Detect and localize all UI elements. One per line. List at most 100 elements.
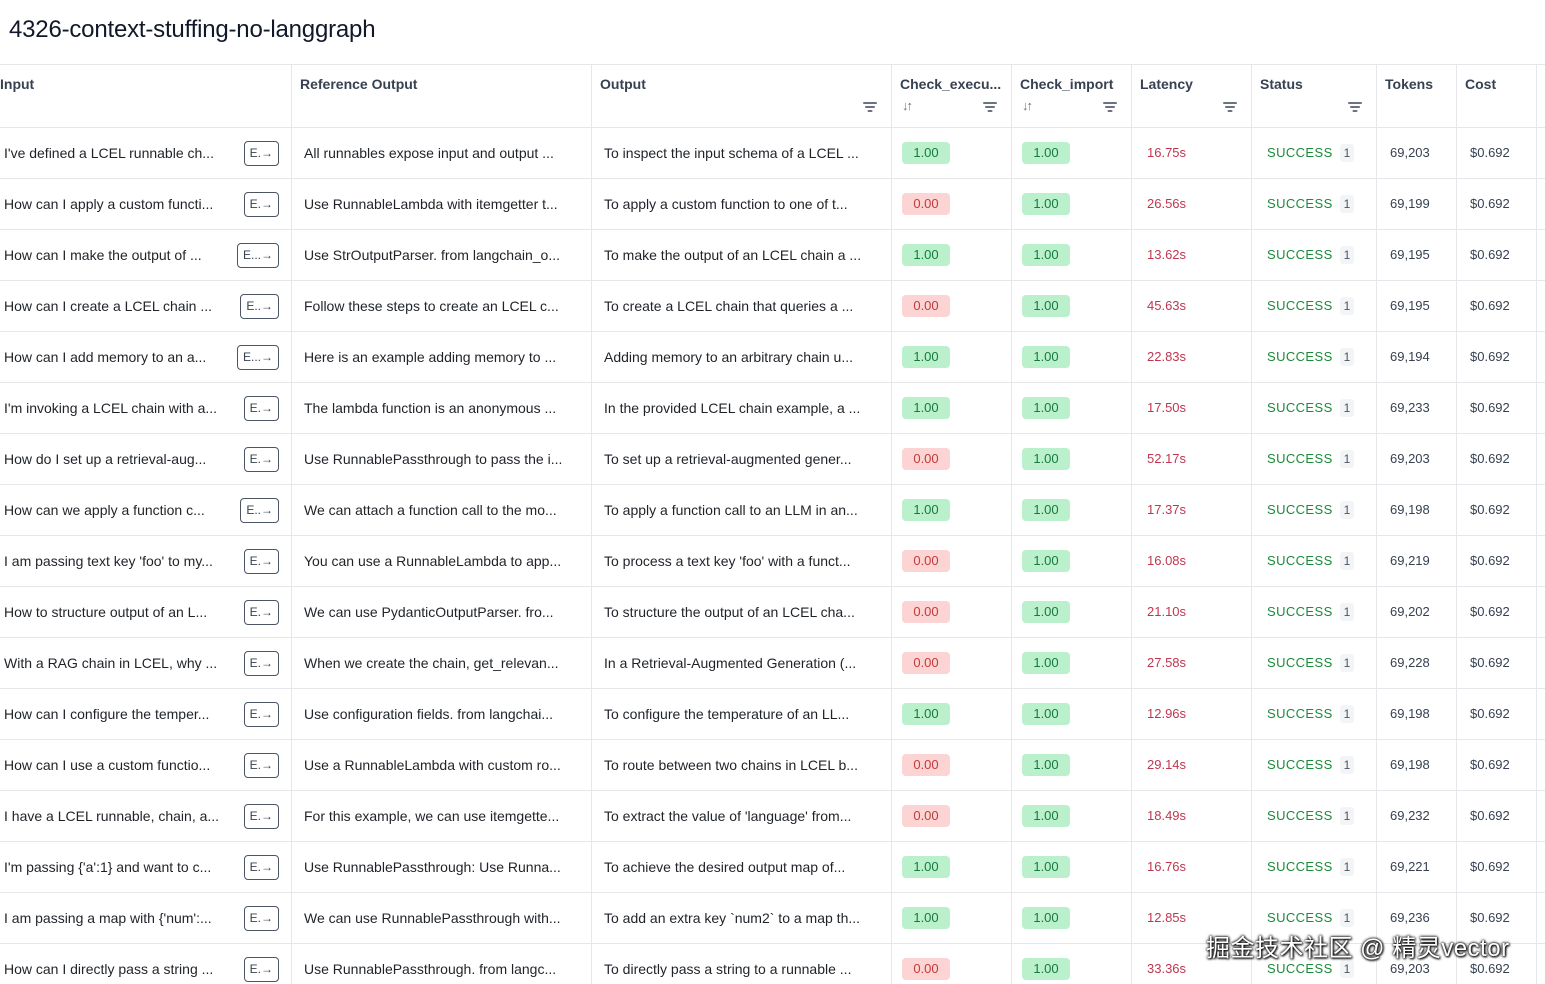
check-import-score[interactable]: 1.00 [1022, 550, 1070, 572]
filter-icon[interactable] [983, 101, 997, 113]
expand-button[interactable]: E.→ [243, 753, 279, 778]
filter-icon[interactable] [1223, 101, 1237, 113]
table-row[interactable]: How can I add memory to an a... E...→ He… [0, 332, 1545, 383]
check-import-cell[interactable]: 1.00 [1012, 332, 1132, 382]
table-row[interactable]: How can I create a LCEL chain ... E..→ F… [0, 281, 1545, 332]
output-cell[interactable]: Adding memory to an arbitrary chain u... [592, 332, 892, 382]
check-import-score[interactable]: 1.00 [1022, 397, 1070, 419]
check-import-cell[interactable]: 1.00 [1012, 179, 1132, 229]
check-exec-cell[interactable]: 1.00 [892, 893, 1012, 943]
check-exec-score[interactable]: 0.00 [902, 958, 950, 980]
check-import-score[interactable]: 1.00 [1022, 193, 1070, 215]
reference-cell[interactable]: Use StrOutputParser. from langchain_o... [292, 230, 592, 280]
expand-button[interactable]: E..→ [240, 294, 279, 319]
input-cell[interactable]: How can I add memory to an a... E...→ [0, 332, 292, 382]
check-import-cell[interactable]: 1.00 [1012, 638, 1132, 688]
column-header-latency[interactable]: Latency [1132, 65, 1252, 128]
check-exec-score[interactable]: 1.00 [902, 244, 950, 266]
output-cell[interactable]: To achieve the desired output map of... [592, 842, 892, 892]
check-exec-cell[interactable]: 0.00 [892, 281, 1012, 331]
check-import-score[interactable]: 1.00 [1022, 856, 1070, 878]
expand-button[interactable]: E.→ [243, 141, 279, 166]
input-cell[interactable]: How to structure output of an L... E.→ [0, 587, 292, 637]
check-import-cell[interactable]: 1.00 [1012, 944, 1132, 984]
input-cell[interactable]: How do I set up a retrieval-aug... E.→ [0, 434, 292, 484]
check-import-cell[interactable]: 1.00 [1012, 740, 1132, 790]
reference-cell[interactable]: Here is an example adding memory to ... [292, 332, 592, 382]
reference-cell[interactable]: Follow these steps to create an LCEL c..… [292, 281, 592, 331]
output-cell[interactable]: To apply a function call to an LLM in an… [592, 485, 892, 535]
check-exec-cell[interactable]: 0.00 [892, 944, 1012, 984]
output-cell[interactable]: To directly pass a string to a runnable … [592, 944, 892, 984]
check-import-score[interactable]: 1.00 [1022, 346, 1070, 368]
table-row[interactable]: I'm passing {'a':1} and want to c... E.→… [0, 842, 1545, 893]
output-cell[interactable]: To inspect the input schema of a LCEL ..… [592, 128, 892, 178]
check-exec-cell[interactable]: 1.00 [892, 689, 1012, 739]
sort-icon[interactable]: ↓↑ [1022, 98, 1033, 113]
input-cell[interactable]: How can we apply a function c... E..→ [0, 485, 292, 535]
reference-cell[interactable]: Use RunnablePassthrough. from langc... [292, 944, 592, 984]
output-cell[interactable]: To create a LCEL chain that queries a ..… [592, 281, 892, 331]
check-exec-score[interactable]: 1.00 [902, 499, 950, 521]
expand-button[interactable]: E.→ [243, 804, 279, 829]
check-import-score[interactable]: 1.00 [1022, 958, 1070, 980]
input-cell[interactable]: I have a LCEL runnable, chain, a... E.→ [0, 791, 292, 841]
check-exec-cell[interactable]: 0.00 [892, 179, 1012, 229]
column-header-reference[interactable]: Reference Output [292, 65, 592, 128]
input-cell[interactable]: How can I make the output of ... E...→ [0, 230, 292, 280]
check-import-cell[interactable]: 1.00 [1012, 485, 1132, 535]
reference-cell[interactable]: Use RunnablePassthrough: Use Runna... [292, 842, 592, 892]
table-row[interactable]: How can I configure the temper... E.→ Us… [0, 689, 1545, 740]
check-exec-score[interactable]: 0.00 [902, 550, 950, 572]
check-exec-score[interactable]: 1.00 [902, 907, 950, 929]
check-exec-cell[interactable]: 0.00 [892, 791, 1012, 841]
expand-button[interactable]: E.→ [243, 447, 279, 472]
check-exec-score[interactable]: 0.00 [902, 295, 950, 317]
check-import-score[interactable]: 1.00 [1022, 499, 1070, 521]
column-header-status[interactable]: Status [1252, 65, 1377, 128]
table-row[interactable]: I've defined a LCEL runnable ch... E.→ A… [0, 128, 1545, 179]
table-row[interactable]: I have a LCEL runnable, chain, a... E.→ … [0, 791, 1545, 842]
check-exec-cell[interactable]: 1.00 [892, 842, 1012, 892]
output-cell[interactable]: To configure the temperature of an LL... [592, 689, 892, 739]
reference-cell[interactable]: Use a RunnableLambda with custom ro... [292, 740, 592, 790]
check-import-cell[interactable]: 1.00 [1012, 791, 1132, 841]
check-import-cell[interactable]: 1.00 [1012, 536, 1132, 586]
check-exec-cell[interactable]: 1.00 [892, 128, 1012, 178]
filter-icon[interactable] [1103, 101, 1117, 113]
check-exec-score[interactable]: 1.00 [902, 856, 950, 878]
expand-button[interactable]: E.→ [243, 600, 279, 625]
table-row[interactable]: How can we apply a function c... E..→ We… [0, 485, 1545, 536]
reference-cell[interactable]: Use RunnablePassthrough to pass the i... [292, 434, 592, 484]
expand-button[interactable]: E..→ [240, 498, 279, 523]
check-exec-cell[interactable]: 1.00 [892, 485, 1012, 535]
reference-cell[interactable]: All runnables expose input and output ..… [292, 128, 592, 178]
input-cell[interactable]: I'm invoking a LCEL chain with a... E.→ [0, 383, 292, 433]
check-exec-cell[interactable]: 0.00 [892, 536, 1012, 586]
check-import-cell[interactable]: 1.00 [1012, 383, 1132, 433]
sort-icon[interactable]: ↓↑ [902, 98, 913, 113]
expand-button[interactable]: E.→ [243, 855, 279, 880]
input-cell[interactable]: I am passing text key 'foo' to my... E.→ [0, 536, 292, 586]
expand-button[interactable]: E.→ [243, 702, 279, 727]
check-import-cell[interactable]: 1.00 [1012, 689, 1132, 739]
output-cell[interactable]: To structure the output of an LCEL cha..… [592, 587, 892, 637]
check-import-score[interactable]: 1.00 [1022, 244, 1070, 266]
check-exec-cell[interactable]: 0.00 [892, 587, 1012, 637]
check-import-score[interactable]: 1.00 [1022, 601, 1070, 623]
check-exec-score[interactable]: 1.00 [902, 346, 950, 368]
table-row[interactable]: I am passing text key 'foo' to my... E.→… [0, 536, 1545, 587]
table-row[interactable]: How to structure output of an L... E.→ W… [0, 587, 1545, 638]
reference-cell[interactable]: Use configuration fields. from langchai.… [292, 689, 592, 739]
column-header-input[interactable]: Input [0, 65, 292, 128]
table-row[interactable]: How can I apply a custom functi... E.→ U… [0, 179, 1545, 230]
output-cell[interactable]: To process a text key 'foo' with a funct… [592, 536, 892, 586]
input-cell[interactable]: How can I create a LCEL chain ... E..→ [0, 281, 292, 331]
expand-button[interactable]: E.→ [243, 906, 279, 931]
check-exec-score[interactable]: 0.00 [902, 652, 950, 674]
column-header-output[interactable]: Output [592, 65, 892, 128]
expand-button[interactable]: E.→ [243, 396, 279, 421]
column-header-check-import[interactable]: Check_import ↓↑ [1012, 65, 1132, 128]
expand-button[interactable]: E.→ [243, 651, 279, 676]
output-cell[interactable]: To make the output of an LCEL chain a ..… [592, 230, 892, 280]
